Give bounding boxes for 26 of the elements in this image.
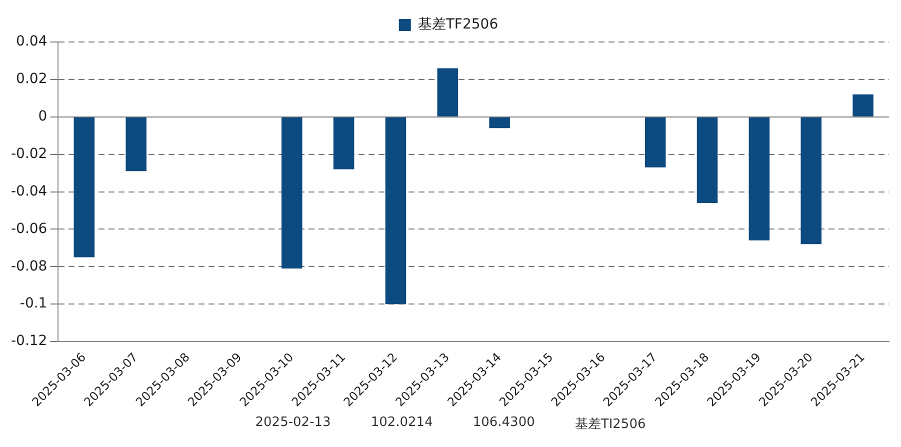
bar <box>696 117 718 203</box>
text: 102.0214 <box>370 415 433 432</box>
bar <box>74 117 95 258</box>
y-tick-label: -0.1 <box>20 296 48 312</box>
bar <box>437 68 458 116</box>
text: 基差TI2506 <box>574 416 646 433</box>
y-tick-label: 0 <box>38 108 48 125</box>
y-tick-label: -0.02 <box>10 146 48 162</box>
y-tick-label: -0.04 <box>10 183 48 200</box>
y-tick-label: -0.06 <box>10 220 48 237</box>
bar <box>385 117 406 304</box>
bar <box>489 117 510 128</box>
bar <box>644 117 666 168</box>
bar <box>333 117 354 170</box>
y-tick-label: 0.04 <box>16 34 48 50</box>
y-tick-label: -0.12 <box>10 333 48 350</box>
bar <box>281 117 302 268</box>
bar <box>126 117 146 172</box>
bar <box>748 117 770 240</box>
y-tick-label: -0.08 <box>10 258 48 274</box>
text: 2025-02-13 <box>255 415 331 432</box>
y-tick-label: 0.02 <box>16 71 48 88</box>
text: 106.4300 <box>472 415 535 432</box>
legend-label: 基差TF2506 <box>418 16 498 33</box>
bar <box>852 94 874 116</box>
bar <box>800 117 822 244</box>
